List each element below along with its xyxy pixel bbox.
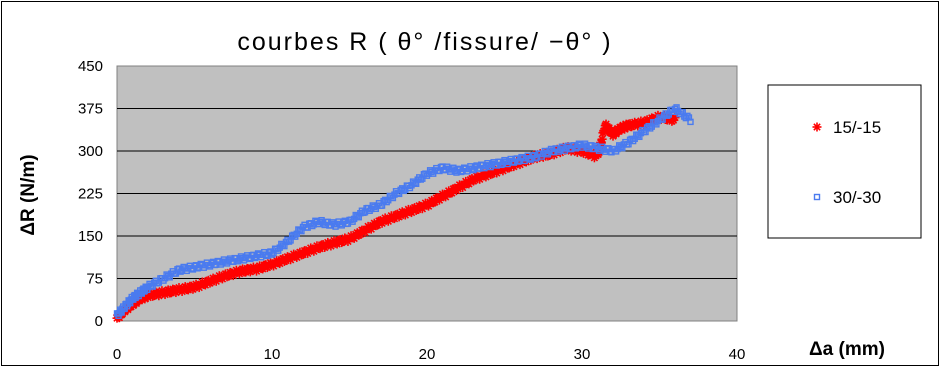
data-point [298, 227, 305, 235]
data-point [653, 121, 660, 128]
legend: 15/-15 30/-30 [812, 118, 881, 207]
data-point [268, 251, 276, 258]
legend-marker [812, 122, 822, 132]
data-point [664, 112, 671, 119]
y-tick-label: 75 [86, 271, 103, 288]
y-tick-labels: 0 75 150 225 300 375 450 [78, 58, 103, 330]
data-point [684, 112, 691, 120]
legend-marker [813, 193, 821, 201]
legend-item: 30/-30 [813, 188, 881, 207]
legend-label: 15/-15 [833, 118, 881, 137]
data-point [673, 104, 680, 111]
data-point [285, 238, 293, 245]
y-tick-label: 0 [95, 313, 103, 330]
y-tick-label: 300 [78, 143, 103, 160]
data-point [149, 283, 156, 290]
data-point [597, 134, 607, 144]
x-tick-label: 10 [264, 346, 281, 363]
legend-label: 30/-30 [833, 188, 881, 207]
y-tick-label: 225 [78, 186, 103, 203]
data-point [166, 274, 173, 281]
y-tick-label: 150 [78, 228, 103, 245]
x-tick-labels: 0 10 20 30 40 [113, 346, 746, 363]
x-axis-label: Δa (mm) [809, 339, 885, 360]
data-point [412, 180, 420, 187]
data-point [389, 194, 397, 202]
x-tick-label: 30 [574, 346, 591, 363]
data-point [687, 118, 694, 126]
x-tick-label: 20 [419, 346, 436, 363]
y-axis-label: ΔR (N/m) [18, 154, 39, 235]
x-tick-label: 40 [729, 346, 746, 363]
data-points [112, 104, 694, 323]
series-2 [113, 104, 694, 319]
y-tick-label: 450 [78, 58, 103, 75]
data-point [636, 133, 643, 141]
data-point [619, 144, 626, 152]
y-tick-label: 375 [78, 101, 103, 118]
chart-title: courbes R ( θ° /fissure/ −θ° ) [237, 28, 612, 56]
legend-item: 15/-15 [812, 118, 881, 137]
x-tick-label: 0 [113, 346, 121, 363]
data-point [281, 242, 288, 250]
legend-box [767, 84, 922, 239]
data-point [647, 125, 654, 132]
data-point [355, 214, 362, 221]
